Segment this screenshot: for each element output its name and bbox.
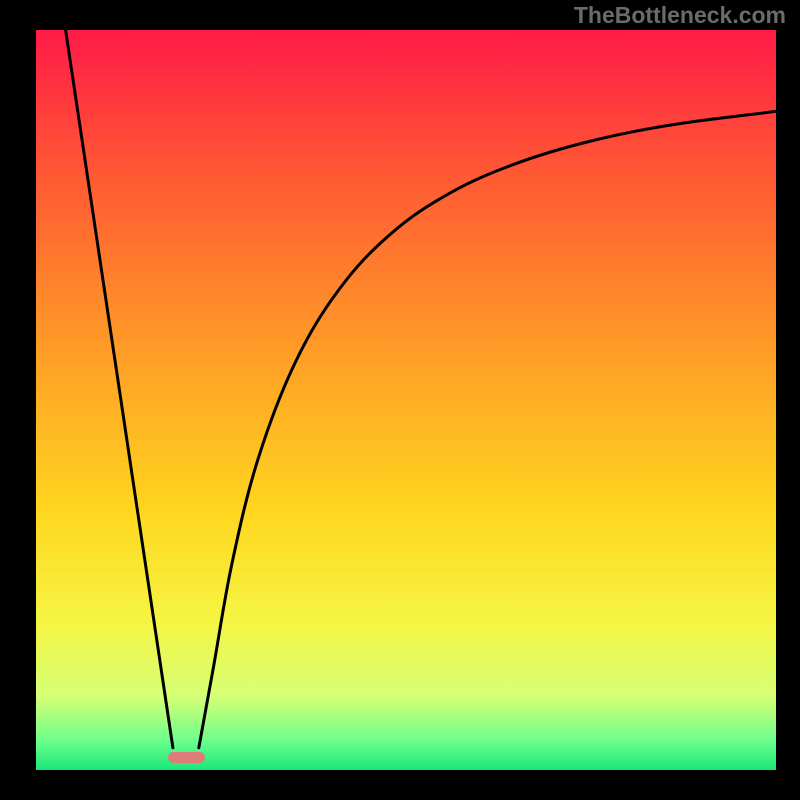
watermark-text: TheBottleneck.com xyxy=(574,2,786,29)
chart-container: TheBottleneck.com xyxy=(0,0,800,800)
trough-marker xyxy=(168,752,205,764)
curve-left-falling xyxy=(66,30,173,748)
curves-svg xyxy=(36,30,776,770)
curve-right-rising xyxy=(199,111,776,747)
plot-area xyxy=(36,30,776,770)
